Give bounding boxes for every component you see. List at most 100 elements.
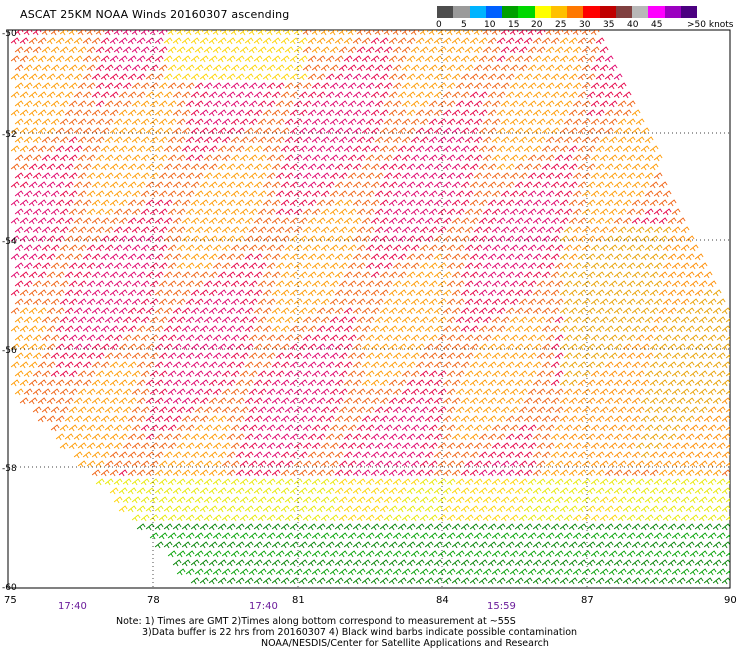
wind-barb [334, 307, 344, 315]
wind-barb [109, 325, 119, 333]
wind-barb [217, 271, 227, 279]
wind-barb [131, 514, 141, 522]
wind-barb [410, 280, 420, 288]
wind-barb [41, 118, 51, 126]
wind-barb [392, 118, 402, 126]
wind-barb [104, 388, 114, 396]
wind-barb [617, 532, 627, 540]
wind-barb [235, 109, 245, 117]
wind-barb [644, 496, 654, 504]
wind-barb [698, 280, 708, 288]
wind-barb [86, 64, 96, 72]
wind-barb [50, 208, 60, 216]
wind-barb [64, 145, 74, 153]
wind-barb [298, 163, 308, 171]
wind-barb [509, 46, 519, 54]
wind-barb [338, 226, 348, 234]
wind-barb [392, 568, 402, 576]
wind-barb [514, 55, 524, 63]
wind-barb [649, 577, 659, 585]
wind-barb [145, 397, 155, 405]
wind-barb [329, 82, 339, 90]
wind-barb [487, 73, 497, 81]
wind-barb [401, 550, 411, 558]
wind-barb [541, 415, 551, 423]
wind-barb [172, 343, 182, 351]
wind-barb [505, 253, 515, 261]
wind-barb [208, 361, 218, 369]
wind-barb [280, 487, 290, 495]
wind-barb [406, 361, 416, 369]
wind-barb [19, 37, 29, 45]
wind-barb [307, 73, 317, 81]
wind-barb [95, 370, 105, 378]
wind-barb [365, 478, 375, 486]
wind-barb [640, 397, 650, 405]
wind-barb [217, 469, 227, 477]
wind-barb [253, 433, 263, 441]
wind-barb [577, 469, 587, 477]
wind-barb [460, 289, 470, 297]
wind-barb [658, 415, 668, 423]
wind-barb [482, 352, 492, 360]
wind-barb [545, 370, 555, 378]
wind-barb [478, 109, 488, 117]
wind-barb [271, 379, 281, 387]
wind-barb [203, 298, 213, 306]
wind-barb [626, 190, 636, 198]
wind-barb [460, 235, 470, 243]
wind-barb [586, 163, 596, 171]
wind-barb [181, 91, 191, 99]
wind-barb [104, 154, 114, 162]
wind-barb [118, 73, 128, 81]
wind-barb [604, 397, 614, 405]
wind-barb [599, 208, 609, 216]
wind-barb [590, 172, 600, 180]
wind-barb [640, 361, 650, 369]
wind-barb [586, 289, 596, 297]
wind-barb [14, 388, 24, 396]
wind-barb [28, 379, 38, 387]
wind-barb [280, 523, 290, 531]
wind-barb [203, 226, 213, 234]
wind-barb [667, 361, 677, 369]
wind-barb [163, 541, 173, 549]
wind-barb [185, 262, 195, 270]
wind-barb [302, 496, 312, 504]
wind-barb [172, 37, 182, 45]
wind-barb [248, 100, 258, 108]
wind-barb [86, 442, 96, 450]
wind-barb [104, 30, 114, 36]
wind-barb [374, 172, 384, 180]
wind-barb [145, 37, 155, 45]
wind-barb [437, 82, 447, 90]
wind-barb [442, 541, 452, 549]
wind-barb [122, 424, 132, 432]
wind-barb [248, 406, 258, 414]
wind-barb [181, 343, 191, 351]
wind-barb [145, 73, 155, 81]
wind-barb [644, 388, 654, 396]
wind-barb [154, 37, 164, 45]
wind-barb [199, 253, 209, 261]
wind-barb [293, 334, 303, 342]
wind-barb [707, 280, 717, 288]
wind-barb [361, 127, 371, 135]
wind-barb [451, 451, 461, 459]
wind-barb [68, 30, 78, 36]
wind-barb [527, 424, 537, 432]
wind-barb [527, 532, 537, 540]
wind-barb [577, 37, 587, 45]
wind-barb [374, 316, 384, 324]
wind-barb [136, 289, 146, 297]
wind-barb [505, 361, 515, 369]
wind-barb [617, 172, 627, 180]
wind-barb [149, 280, 159, 288]
wind-barb [95, 190, 105, 198]
wind-barb [617, 406, 627, 414]
wind-barb [491, 100, 501, 108]
wind-barb [82, 433, 92, 441]
wind-barb [392, 208, 402, 216]
wind-barb [658, 181, 668, 189]
wind-barb [644, 442, 654, 450]
